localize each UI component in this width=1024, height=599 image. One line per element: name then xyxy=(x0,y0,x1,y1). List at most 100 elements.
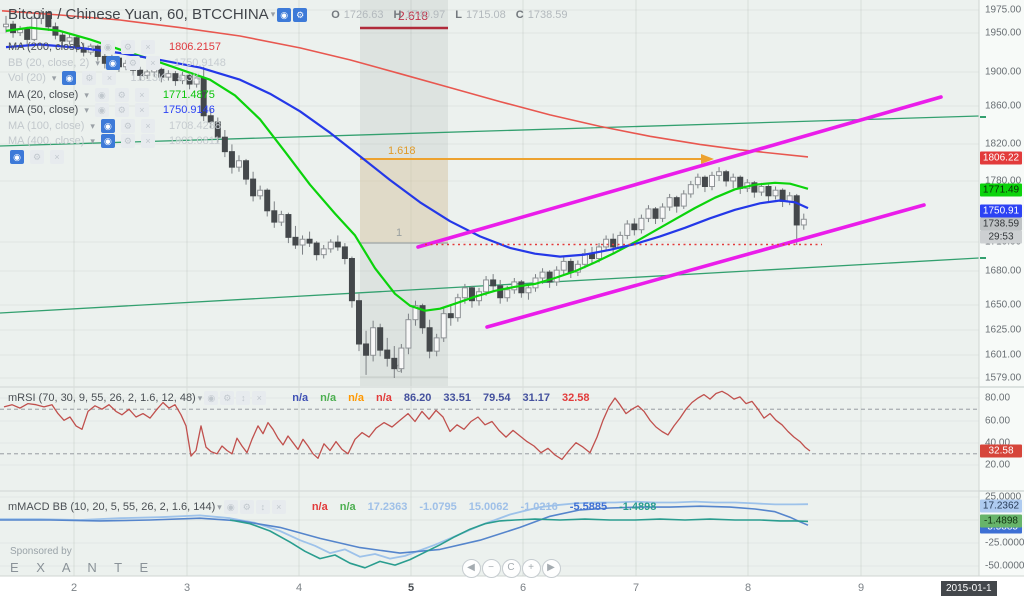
series-visibility-button[interactable]: ◉ xyxy=(277,7,292,22)
indicator-caret[interactable]: ▾ xyxy=(90,135,95,146)
axis-price-label: 25.0000 xyxy=(985,491,1022,503)
legend-row: MA (100, close) ▾ ◉ ⚙ × 1708.4288 xyxy=(8,119,221,133)
indicator-settings-button[interactable]: ⚙ xyxy=(82,71,97,85)
pane-value: 86.20 xyxy=(403,392,432,404)
scroll-right-button[interactable]: ▶ xyxy=(541,559,561,578)
pane-move-button[interactable]: ↕ xyxy=(236,391,251,405)
legend-row: MA (20, close) ▾ ◉ ⚙ × 1771.4875 xyxy=(8,88,215,102)
zoom-out-button[interactable]: − xyxy=(481,559,501,578)
pane-value: 32.58 xyxy=(562,392,590,404)
axis-price-label: 1650.00 xyxy=(985,299,1022,311)
pane-settings-button[interactable]: ⚙ xyxy=(239,500,254,514)
indicator-value: 1806.2157 xyxy=(168,41,221,53)
indicator-settings-button[interactable]: ⚙ xyxy=(125,56,140,70)
indicator-remove-button[interactable]: × xyxy=(102,71,117,85)
svg-text:1.618: 1.618 xyxy=(388,145,416,157)
legend-row: Vol (20) ▾ ◉ ⚙ × 1.613K 4.3K xyxy=(8,71,200,85)
ohlc-value: 1740.97 xyxy=(405,8,446,21)
indicator-label[interactable]: MA (400, close) xyxy=(8,135,85,147)
indicator-settings-button[interactable]: ⚙ xyxy=(114,103,129,117)
indicator-remove-button[interactable]: × xyxy=(134,103,149,117)
indicator-remove-button[interactable]: × xyxy=(140,134,155,148)
indicator-settings-button[interactable]: ⚙ xyxy=(30,150,44,164)
indicator-visibility-button[interactable]: ◉ xyxy=(100,40,115,54)
indicator-label[interactable]: BB (20, close, 2) xyxy=(8,57,90,69)
indicator-settings-button[interactable]: ⚙ xyxy=(120,134,135,148)
indicator-visibility-button[interactable]: ◉ xyxy=(100,119,115,133)
symbol-dropdown-caret[interactable]: ▾ xyxy=(270,9,276,19)
axis-price-label: -50.0000 xyxy=(985,560,1024,572)
rsi-title[interactable]: mRSI (70, 30, 9, 55, 26, 2, 1.6, 12, 48) xyxy=(8,392,196,404)
indicator-caret[interactable]: ▾ xyxy=(90,41,95,52)
axis-price-label: 1820.00 xyxy=(985,138,1022,150)
legend-row: MA (400, close) ▾ ◉ ⚙ × 1903.0811 xyxy=(8,134,220,148)
axis-price-label: 1950.00 xyxy=(985,27,1022,39)
symbol-title[interactable]: Bitcoin / Chinese Yuan, 60, BTCCHINA xyxy=(8,6,269,23)
pane-remove-button[interactable]: × xyxy=(252,391,267,405)
pane-remove-button[interactable]: × xyxy=(271,500,286,514)
indicator-settings-button[interactable]: ⚙ xyxy=(114,88,129,102)
axis-value-badge: 29:53 xyxy=(980,230,1022,244)
macd-title[interactable]: mMACD BB (10, 20, 5, 55, 26, 2, 1.6, 144… xyxy=(8,501,216,513)
indicator-label[interactable]: MA (50, close) xyxy=(8,104,79,116)
axis-price-label: 1680.00 xyxy=(985,265,1022,277)
scroll-left-button[interactable]: ◀ xyxy=(461,559,481,578)
pane-value: 33.51 xyxy=(443,392,471,404)
ohlc-readout: O 1726.63 H 1740.97 L 1715.08 C 1738.59 xyxy=(321,9,567,21)
ohlc-key: C xyxy=(515,8,524,21)
indicator-settings-button[interactable]: ⚙ xyxy=(120,40,135,54)
pane-settings-button[interactable]: ⚙ xyxy=(220,391,235,405)
indicator-value: 1903.0811 xyxy=(168,135,221,147)
svg-text:2.618: 2.618 xyxy=(398,9,428,23)
series-settings-button[interactable]: ⚙ xyxy=(293,7,308,22)
macd-values: n/a n/a 17.2363 -1.0795 15.0062 -1.0216 -5.588… xyxy=(300,501,657,513)
pane-value: -5.5885 xyxy=(569,501,608,513)
indicator-value: 1.613K xyxy=(130,72,166,84)
rsi-buttons: ◉ ⚙ ↕ × xyxy=(202,391,267,405)
rsi-values: n/a n/a n/a n/a 86.20 33.51 79.54 31.17 32.58 xyxy=(280,392,589,404)
indicator-caret[interactable]: ▾ xyxy=(95,57,100,68)
indicator-settings-button[interactable]: ⚙ xyxy=(120,119,135,133)
indicator-caret[interactable]: ▾ xyxy=(90,120,95,131)
axis-price-label: 80.00 xyxy=(985,392,1011,404)
ohlc-value: 1726.63 xyxy=(343,8,384,21)
legend-row: ◉ ⚙ × xyxy=(8,150,64,164)
macd-dropdown-caret[interactable]: ▾ xyxy=(217,501,222,512)
pane-visibility-button[interactable]: ◉ xyxy=(223,500,238,514)
ohlc-key: L xyxy=(455,8,462,21)
indicator-label[interactable]: MA (100, close) xyxy=(8,120,85,132)
indicator-remove-button[interactable]: × xyxy=(140,40,155,54)
indicator-visibility-button[interactable]: ◉ xyxy=(10,150,24,164)
indicator-caret[interactable]: ▾ xyxy=(84,104,89,115)
zoom-in-button[interactable]: + xyxy=(521,559,541,578)
crosshair-date-badge: 2015-01-1 xyxy=(941,581,997,596)
sponsor-label: Sponsored by xyxy=(10,546,72,557)
indicator-label[interactable]: Vol (20) xyxy=(8,72,46,84)
sponsor-block: Sponsored by E X A N T E xyxy=(10,546,155,575)
indicator-remove-button[interactable]: × xyxy=(140,119,155,133)
indicator-caret[interactable]: ▾ xyxy=(84,89,89,100)
sponsor-logo[interactable]: E X A N T E xyxy=(10,560,156,575)
indicator-value: 4.3K xyxy=(177,72,200,84)
indicator-remove-button[interactable]: × xyxy=(134,88,149,102)
indicator-label[interactable]: MA (200, close) xyxy=(8,41,85,53)
indicator-visibility-button[interactable]: ◉ xyxy=(94,103,109,117)
macd-pane-header: mMACD BB (10, 20, 5, 55, 26, 2, 1.6, 144… xyxy=(8,500,656,514)
indicator-visibility-button[interactable]: ◉ xyxy=(94,88,109,102)
time-axis-label: 7 xyxy=(632,582,640,594)
indicator-remove-button[interactable]: × xyxy=(50,150,64,164)
pane-move-button[interactable]: ↕ xyxy=(255,500,270,514)
pane-visibility-button[interactable]: ◉ xyxy=(204,391,219,405)
pane-value: n/a xyxy=(320,392,337,404)
indicator-remove-button[interactable]: × xyxy=(145,56,160,70)
reset-view-button[interactable]: C xyxy=(501,559,521,578)
indicator-visibility-button[interactable]: ◉ xyxy=(62,71,77,85)
rsi-dropdown-caret[interactable]: ▾ xyxy=(197,392,203,403)
indicator-label[interactable]: MA (20, close) xyxy=(8,89,79,101)
time-axis-label: 6 xyxy=(519,582,527,594)
indicator-visibility-button[interactable]: ◉ xyxy=(100,134,115,148)
indicator-caret[interactable]: ▾ xyxy=(51,72,57,83)
indicator-visibility-button[interactable]: ◉ xyxy=(105,56,120,70)
